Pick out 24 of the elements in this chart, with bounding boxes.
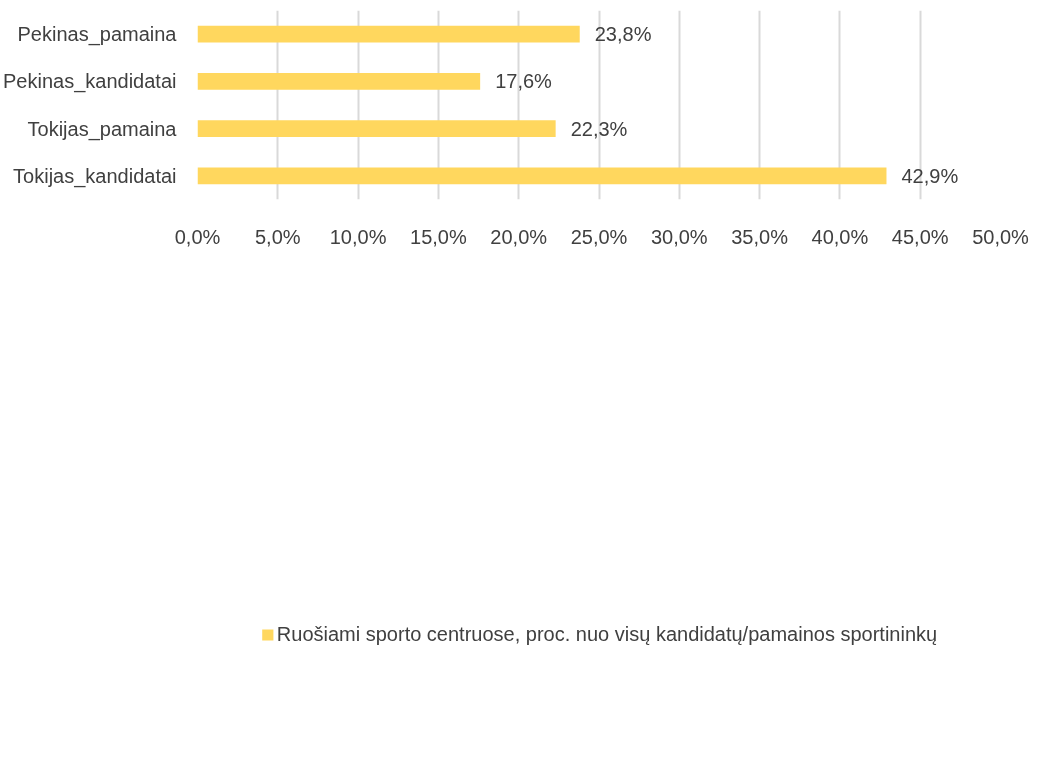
bar	[197, 120, 556, 137]
x-tick-label: 25,0%	[570, 225, 628, 248]
y-tick-label: Pekinas_kandidatai	[3, 70, 177, 94]
x-tick-label: 15,0%	[410, 225, 467, 248]
data-label: 17,6%	[495, 70, 553, 93]
x-tick-label: 20,0%	[490, 225, 548, 248]
bar	[197, 167, 887, 185]
x-tick-label: 35,0%	[731, 225, 789, 248]
bar	[197, 25, 580, 43]
data-label: 22,3%	[570, 117, 628, 140]
x-tick-label: 30,0%	[650, 225, 708, 248]
x-tick-label: 5,0%	[255, 225, 301, 248]
y-tick-label: Pekinas_pamaina	[17, 23, 178, 47]
x-tick-label: 45,0%	[891, 225, 949, 248]
x-tick-label: 40,0%	[811, 225, 869, 248]
x-tick-label: 10,0%	[329, 225, 387, 248]
data-label: 42,9%	[901, 164, 959, 187]
x-tick-label: 50,0%	[972, 225, 1030, 248]
bar	[197, 73, 481, 90]
x-tick-label: 0,0%	[174, 225, 221, 248]
data-label: 23,8%	[594, 23, 652, 46]
legend-label: Ruošiami sporto centruose, proc. nuo visų kandidatų/pamainos sportininkų	[276, 622, 938, 646]
y-tick-label: Tokijas_pamaina	[27, 117, 178, 141]
y-tick-label: Tokijas_kandidatai	[13, 164, 177, 188]
